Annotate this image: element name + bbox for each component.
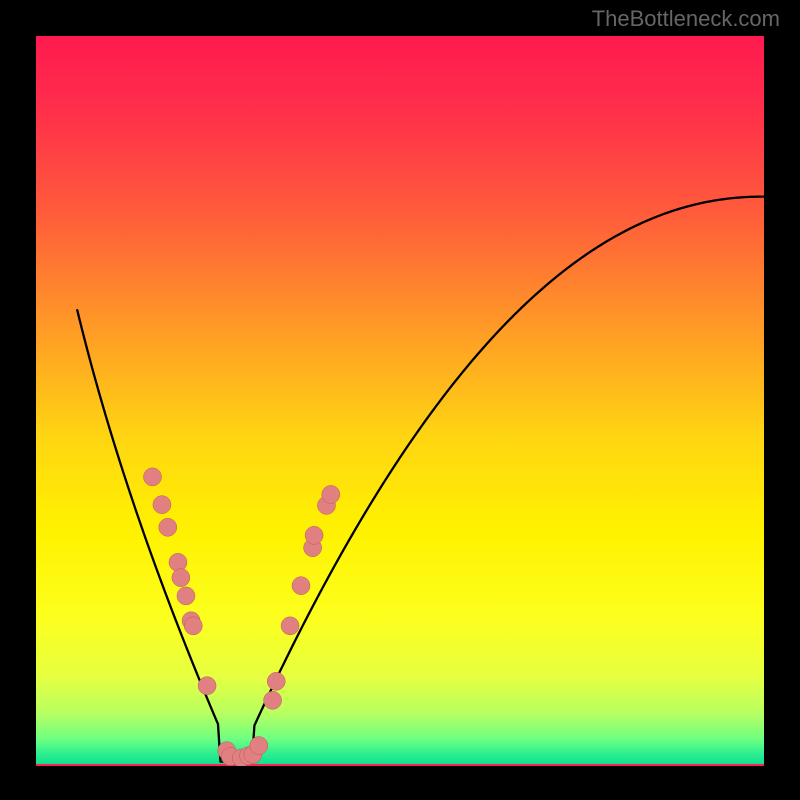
data-point-marker — [143, 468, 161, 486]
data-point-marker — [292, 577, 310, 595]
chart-plot-area — [36, 36, 764, 766]
data-point-marker — [198, 677, 216, 695]
data-point-marker — [305, 526, 323, 544]
data-point-marker — [169, 553, 187, 571]
data-point-marker — [322, 485, 340, 503]
watermark-text: TheBottleneck.com — [592, 6, 780, 32]
data-point-marker — [267, 672, 285, 690]
data-point-marker — [184, 617, 202, 635]
data-point-marker — [177, 587, 195, 605]
data-point-marker — [250, 737, 268, 755]
data-point-marker — [264, 691, 282, 709]
data-point-marker — [172, 569, 190, 587]
data-point-marker — [153, 496, 171, 514]
data-point-marker — [281, 617, 299, 635]
chart-data-markers — [36, 36, 764, 766]
data-point-marker — [159, 518, 177, 536]
